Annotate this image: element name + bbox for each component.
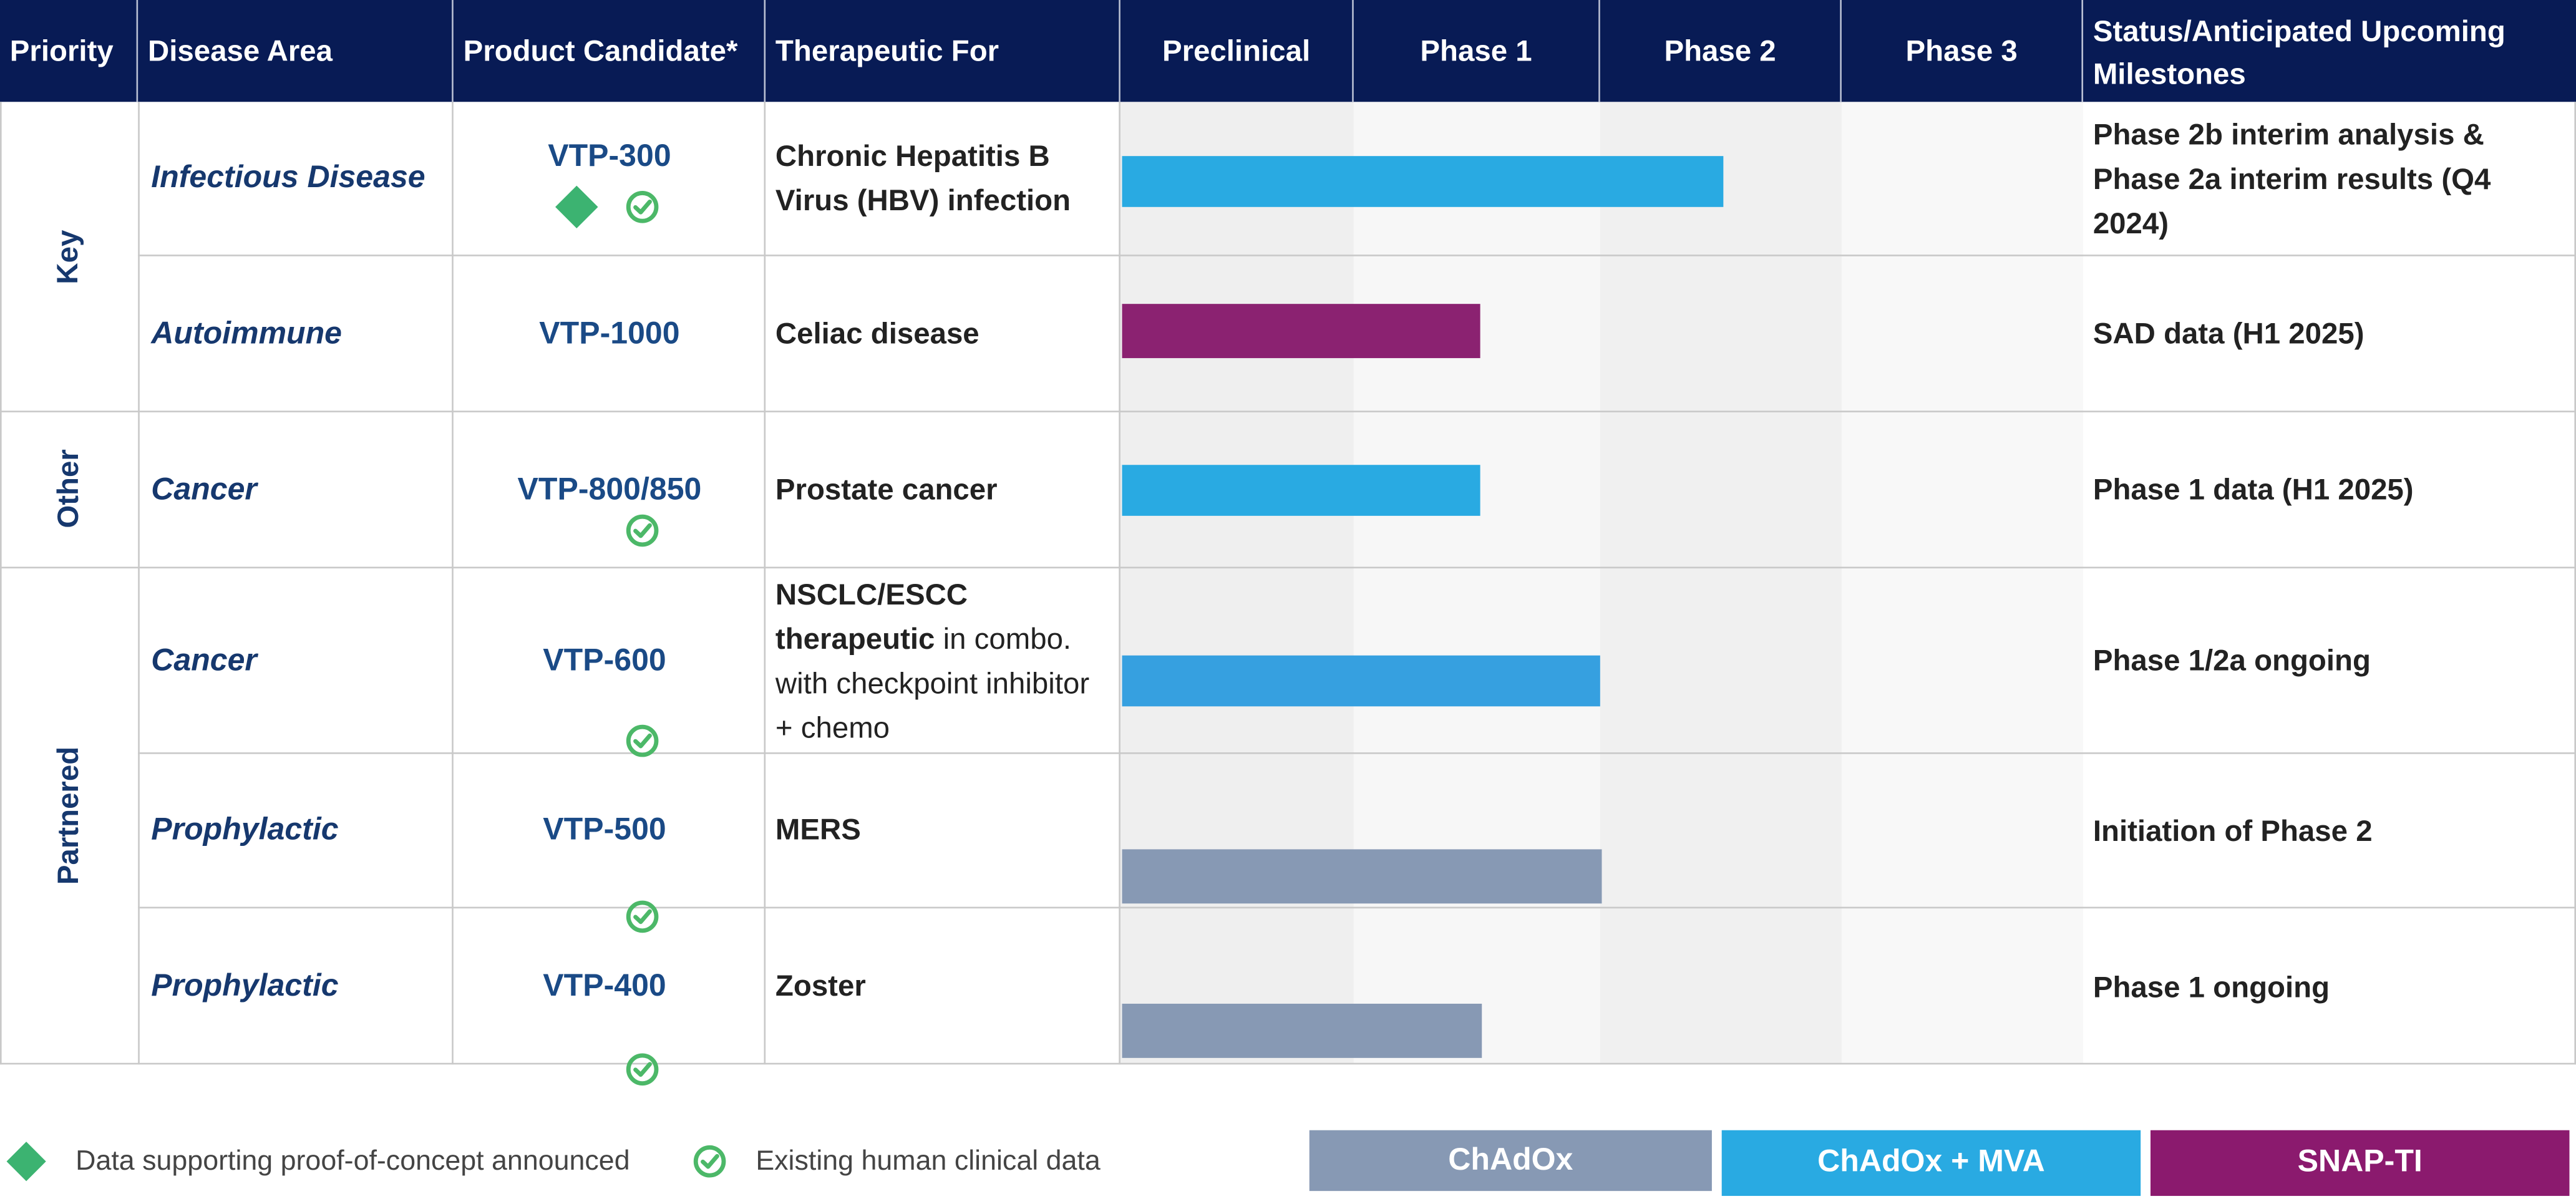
legend-chadox: ChAdOx bbox=[1309, 1130, 1712, 1192]
bar-vtp-300 bbox=[1122, 156, 1724, 207]
milestone-cell: Initiation of Phase 2 bbox=[2092, 815, 2373, 848]
therapeutic-for-cell: Prostate cancer bbox=[775, 473, 998, 507]
grid-line bbox=[452, 102, 454, 1065]
legend-snap-ti: SNAP-TI bbox=[2150, 1130, 2570, 1197]
disease-area-cell: Prophylactic bbox=[151, 969, 339, 1004]
product-candidate-cell: VTP-500 bbox=[543, 813, 666, 848]
row-divider bbox=[138, 255, 2576, 256]
grid-line bbox=[1119, 102, 1120, 1065]
disease-area-cell: Cancer bbox=[151, 473, 257, 508]
product-candidate-cell: VTP-600 bbox=[543, 644, 666, 679]
product-candidate-cell: VTP-400 bbox=[543, 969, 666, 1004]
human-data-check-icon bbox=[626, 900, 659, 933]
phase2-band bbox=[1600, 102, 1842, 1065]
grid-line bbox=[0, 102, 2, 1065]
bar-vtp-800-850 bbox=[1122, 465, 1480, 516]
row-divider bbox=[0, 1062, 2576, 1065]
milestone-cell: Phase 1 ongoing bbox=[2092, 971, 2330, 1004]
grid-line bbox=[138, 102, 140, 1065]
priority-label: Other bbox=[51, 449, 85, 528]
therapeutic-for-cell: Celiac disease bbox=[775, 317, 979, 350]
disease-area-cell: Autoimmune bbox=[151, 317, 343, 352]
header-priority: Priority bbox=[0, 0, 139, 102]
bar-vtp-600 bbox=[1122, 655, 1600, 707]
therapeutic-for-cell: Chronic Hepatitis B Virus (HBV) infectio… bbox=[775, 139, 1071, 217]
header-phase-2: Phase 2 bbox=[1600, 0, 1842, 102]
grid-line bbox=[2574, 102, 2576, 1065]
human-data-check-icon bbox=[626, 724, 659, 757]
disease-area-cell: Infectious Disease bbox=[151, 161, 425, 196]
therapeutic-rest-text: in combo. with checkpoint inhibitor + ch… bbox=[775, 623, 1090, 744]
row-divider bbox=[138, 752, 2576, 754]
product-candidate-cell: VTP-1000 bbox=[539, 317, 680, 352]
row-divider bbox=[0, 566, 2576, 569]
therapeutic-for-cell: Zoster bbox=[775, 969, 866, 1003]
milestone-cell: SAD data (H1 2025) bbox=[2092, 317, 2365, 350]
grid-line bbox=[764, 102, 766, 1065]
legend-human-data: Existing human clinical data bbox=[756, 1145, 1101, 1177]
phase3-band bbox=[1841, 102, 2084, 1065]
priority-label: Key bbox=[51, 229, 85, 284]
human-data-check-icon bbox=[626, 1053, 659, 1086]
product-candidate-cell: VTP-300 bbox=[548, 139, 671, 175]
priority-key: Key bbox=[0, 102, 138, 410]
header-status: Status/Anticipated Upcoming Milestones bbox=[2083, 0, 2576, 102]
row-divider bbox=[0, 410, 2576, 412]
row-divider bbox=[138, 906, 2576, 909]
product-candidate-cell: VTP-800/850 bbox=[517, 473, 702, 508]
milestone-cell: Phase 2b interim analysis & Phase 2a int… bbox=[2092, 118, 2491, 240]
proof-of-concept-diamond-icon bbox=[555, 185, 598, 229]
therapeutic-for-cell: MERS bbox=[775, 813, 861, 847]
therapeutic-bold-text: NSCLC/ESCC therapeutic bbox=[775, 578, 968, 656]
human-data-check-icon bbox=[626, 514, 659, 547]
bar-vtp-500 bbox=[1122, 849, 1602, 904]
bar-vtp-1000 bbox=[1122, 304, 1480, 359]
header-phase-1: Phase 1 bbox=[1353, 0, 1600, 102]
legend-check-icon bbox=[693, 1145, 726, 1178]
header-product-candidate: Product Candidate* bbox=[453, 0, 766, 102]
legend-chadox-mva: ChAdOx + MVA bbox=[1721, 1130, 2141, 1197]
milestone-cell: Phase 1/2a ongoing bbox=[2092, 644, 2371, 677]
header-disease-area: Disease Area bbox=[138, 0, 454, 102]
therapeutic-for-cell: NSCLC/ESCC therapeutic in combo. with ch… bbox=[775, 573, 1112, 750]
priority-label: Partnered bbox=[51, 745, 85, 884]
header-phase-3: Phase 3 bbox=[1841, 0, 2084, 102]
header-preclinical: Preclinical bbox=[1120, 0, 1354, 102]
human-data-check-icon bbox=[626, 190, 659, 223]
legend-proof-of-concept: Data supporting proof-of-concept announc… bbox=[75, 1145, 630, 1177]
disease-area-cell: Prophylactic bbox=[151, 813, 339, 848]
milestone-cell: Phase 1 data (H1 2025) bbox=[2092, 473, 2414, 507]
header-therapeutic-for: Therapeutic For bbox=[766, 0, 1120, 102]
bar-vtp-400 bbox=[1122, 1003, 1482, 1058]
phase1-band bbox=[1353, 102, 1600, 1065]
priority-partnered: Partnered bbox=[0, 566, 138, 1062]
priority-other: Other bbox=[0, 410, 138, 566]
preclinical-band bbox=[1120, 102, 1354, 1065]
disease-area-cell: Cancer bbox=[151, 644, 257, 679]
legend-diamond-icon bbox=[6, 1142, 46, 1182]
